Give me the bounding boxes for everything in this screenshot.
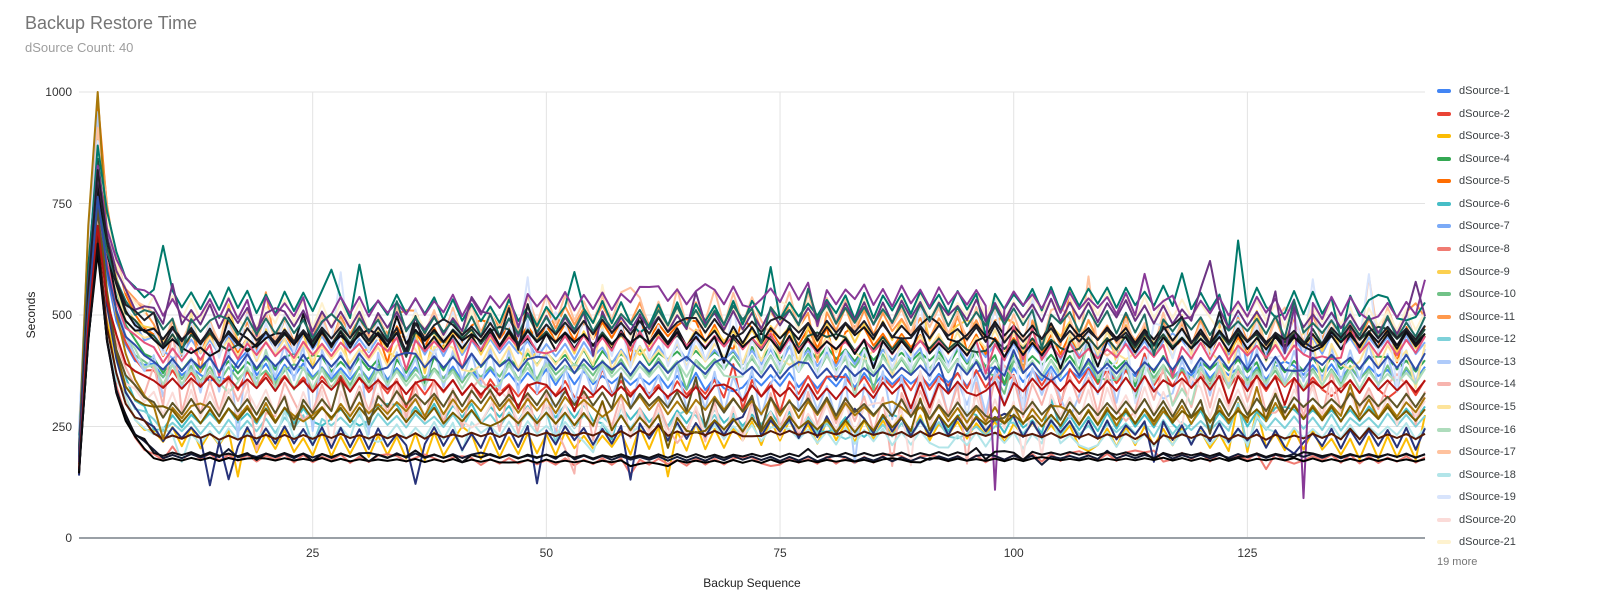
legend-swatch (1437, 292, 1451, 297)
legend-item-dSource-6[interactable]: dSource-6 (1437, 196, 1510, 212)
y-tick-label: 250 (51, 419, 72, 434)
legend-swatch (1437, 134, 1451, 139)
series-line-dSource-26 (78, 193, 1426, 460)
y-tick-label: 500 (51, 308, 72, 322)
series-line-dSource-31 (78, 184, 1426, 458)
legend-item-label: dSource-6 (1459, 197, 1510, 210)
legend-more-button[interactable]: 19 more (1437, 556, 1478, 568)
legend-item-label: dSource-8 (1459, 242, 1510, 255)
legend-swatch (1437, 450, 1451, 455)
legend-item-label: dSource-21 (1459, 536, 1516, 549)
legend-item-label: dSource-7 (1459, 220, 1510, 233)
legend-swatch (1437, 359, 1451, 364)
legend-item-label: dSource-12 (1459, 333, 1516, 346)
series-line-dSource-37 (78, 209, 1426, 465)
legend-swatch (1437, 269, 1451, 274)
legend-swatch (1437, 382, 1451, 387)
legend-item-dSource-9[interactable]: dSource-9 (1437, 264, 1510, 280)
legend-item-label: dSource-20 (1459, 513, 1516, 526)
legend-item-dSource-3[interactable]: dSource-3 (1437, 128, 1510, 144)
legend-swatch (1437, 89, 1451, 93)
x-tick-label: 100 (1003, 546, 1024, 560)
legend-item-label: dSource-1 (1459, 85, 1510, 97)
series-line-dSource-33 (78, 251, 1426, 474)
legend-item-dSource-14[interactable]: dSource-14 (1437, 376, 1516, 392)
legend-item-dSource-12[interactable]: dSource-12 (1437, 331, 1516, 347)
legend-swatch (1437, 517, 1451, 522)
legend-item-label: dSource-3 (1459, 130, 1510, 143)
legend-item-dSource-1[interactable]: dSource-1 (1437, 83, 1510, 99)
series-line-dSource-27 (78, 144, 1426, 447)
legend-swatch (1437, 179, 1451, 184)
series-line-dSource-20 (78, 220, 1426, 467)
series-line-dSource-38 (78, 195, 1426, 463)
x-tick-label: 75 (773, 546, 787, 560)
y-tick-label: 750 (51, 196, 72, 211)
chart-title: Backup Restore Time (25, 13, 198, 33)
legend-item-label: dSource-15 (1459, 400, 1516, 413)
legend-swatch (1437, 156, 1451, 161)
legend-item-label: dSource-16 (1459, 423, 1516, 436)
series-line-dSource-3 (78, 224, 1426, 478)
series-line-dSource-36 (78, 169, 1426, 460)
legend-item-label: dSource-9 (1459, 265, 1510, 278)
legend-swatch (1437, 337, 1451, 342)
legend-swatch (1437, 472, 1451, 477)
legend-item-dSource-19[interactable]: dSource-19 (1437, 489, 1516, 505)
legend-swatch (1437, 314, 1451, 319)
legend-item-dSource-20[interactable]: dSource-20 (1437, 512, 1516, 528)
series-line-dSource-34 (78, 173, 1426, 454)
legend-item-label: dSource-13 (1459, 355, 1516, 368)
x-tick-label: 50 (539, 546, 554, 560)
legend-item-dSource-13[interactable]: dSource-13 (1437, 354, 1516, 370)
legend-item-dSource-10[interactable]: dSource-10 (1437, 286, 1516, 302)
series-line-dSource-16 (78, 180, 1426, 449)
series-line-dSource-35 (78, 200, 1426, 456)
legend-swatch (1437, 111, 1451, 116)
legend-swatch (1437, 495, 1451, 500)
legend-item-dSource-7[interactable]: dSource-7 (1437, 218, 1510, 234)
legend-swatch (1437, 224, 1451, 229)
legend-item-dSource-5[interactable]: dSource-5 (1437, 173, 1510, 189)
legend-item-dSource-2[interactable]: dSource-2 (1437, 106, 1510, 122)
legend-item-label: dSource-2 (1459, 107, 1510, 120)
x-axis-title: Backup Sequence (703, 576, 801, 590)
series-line-dSource-40 (78, 242, 1426, 472)
legend-item-dSource-17[interactable]: dSource-17 (1437, 444, 1516, 460)
legend-swatch (1437, 404, 1451, 409)
legend-item-label: dSource-4 (1459, 152, 1510, 165)
legend-item-dSource-8[interactable]: dSource-8 (1437, 241, 1510, 257)
series-line-dSource-6 (78, 198, 1426, 454)
x-tick-label: 125 (1237, 546, 1258, 560)
legend-item-label: dSource-11 (1459, 310, 1516, 323)
x-tick-label: 25 (305, 546, 320, 560)
legend-swatch (1437, 427, 1451, 432)
legend-item-dSource-11[interactable]: dSource-11 (1437, 309, 1515, 325)
series-line-dSource-1 (78, 198, 1426, 458)
legend-item-label: dSource-18 (1459, 468, 1516, 481)
legend-item-label: dSource-14 (1459, 378, 1516, 391)
legend-item-dSource-15[interactable]: dSource-15 (1437, 399, 1516, 415)
legend-item-dSource-18[interactable]: dSource-18 (1437, 467, 1516, 483)
legend-item-label: dSource-19 (1459, 491, 1516, 504)
legend-item-label: dSource-10 (1459, 288, 1516, 301)
series-line-dSource-23 (78, 233, 1426, 474)
series-line-dSource-39 (78, 224, 1426, 469)
legend-item-dSource-4[interactable]: dSource-4 (1437, 151, 1510, 167)
legend-swatch (1437, 201, 1451, 206)
y-tick-label: 0 (65, 531, 72, 545)
y-tick-label: 1000 (45, 85, 72, 99)
series-line-dSource-28 (78, 178, 1426, 456)
chart-subtitle: dSource Count: 40 (25, 40, 134, 55)
legend-swatch (1437, 540, 1451, 545)
legend-item-dSource-16[interactable]: dSource-16 (1437, 422, 1516, 438)
legend-item-label: dSource-5 (1459, 175, 1510, 188)
legend-item-dSource-21[interactable]: dSource-21 (1437, 534, 1516, 550)
legend-item-label: dSource-17 (1459, 446, 1516, 459)
legend-swatch (1437, 246, 1451, 251)
